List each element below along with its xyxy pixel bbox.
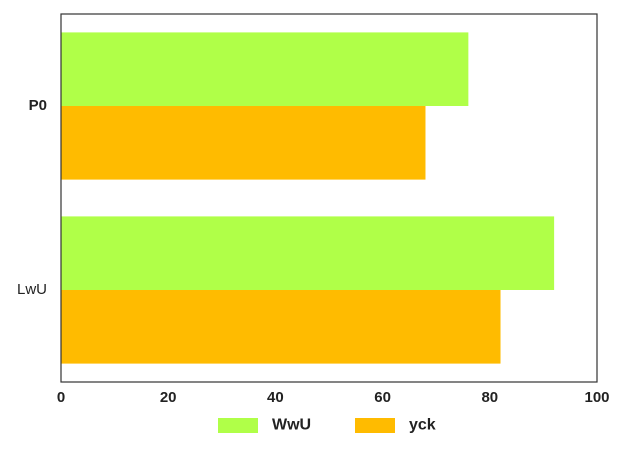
x-tick-label: 60 bbox=[374, 389, 391, 406]
x-tick-label: 80 bbox=[481, 389, 498, 406]
bars-group bbox=[61, 32, 555, 364]
x-tick-label: 20 bbox=[160, 389, 177, 406]
x-axis-ticks: 0 20 40 60 80 100 bbox=[57, 389, 610, 406]
legend-label: WwU bbox=[272, 417, 311, 434]
legend-swatch-yck bbox=[355, 418, 395, 433]
bar-WwU-P0 bbox=[61, 32, 469, 106]
bar-WwU-LwU bbox=[61, 216, 555, 290]
x-tick-label: 40 bbox=[267, 389, 284, 406]
category-label: LwU bbox=[17, 281, 47, 298]
x-tick-label: 100 bbox=[584, 389, 609, 406]
x-tick-label: 0 bbox=[57, 389, 65, 406]
category-labels: P0 LwU bbox=[17, 97, 47, 298]
bar-yck-LwU bbox=[61, 290, 501, 364]
bar-yck-P0 bbox=[61, 106, 426, 180]
plot-frame bbox=[60, 13, 598, 383]
category-label: P0 bbox=[29, 97, 47, 114]
legend: WwU yck bbox=[218, 417, 436, 434]
legend-swatch-WwU bbox=[218, 418, 258, 433]
legend-label: yck bbox=[409, 417, 436, 434]
